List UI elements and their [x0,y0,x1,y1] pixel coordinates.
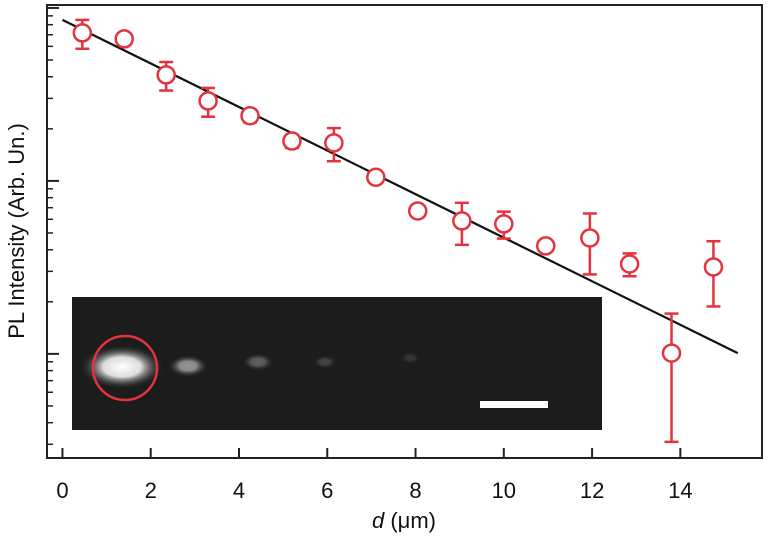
data-point [282,131,302,151]
data-point [198,91,218,111]
x-tick-label: 0 [56,478,68,503]
data-point [114,29,134,49]
data-point [619,254,640,274]
data-point [240,106,260,126]
data-point [494,214,514,234]
x-tick-label: 14 [668,478,692,503]
plot-frame [46,4,763,459]
x-tick-label: 2 [145,478,157,503]
x-tick-label: 10 [492,478,516,503]
data-point [580,228,600,248]
x-axis-label: d (μm) [372,508,436,533]
data-point [366,167,386,187]
data-point [452,211,472,231]
data-point [661,343,682,363]
x-axis-unit: (μm) [384,508,436,533]
x-tick-label: 4 [233,478,245,503]
data-point [703,257,724,277]
data-point [324,133,344,153]
x-axis-var: d [372,508,385,533]
data-point [407,201,428,221]
y-axis-label: PL Intensity (Arb. Un.) [4,123,29,339]
data-point [156,65,176,85]
data-point [535,236,556,256]
data-point [72,23,93,43]
x-tick-label: 6 [321,478,333,503]
x-tick-label: 12 [580,478,604,503]
inset-image [72,297,602,430]
x-tick-label: 8 [409,478,421,503]
